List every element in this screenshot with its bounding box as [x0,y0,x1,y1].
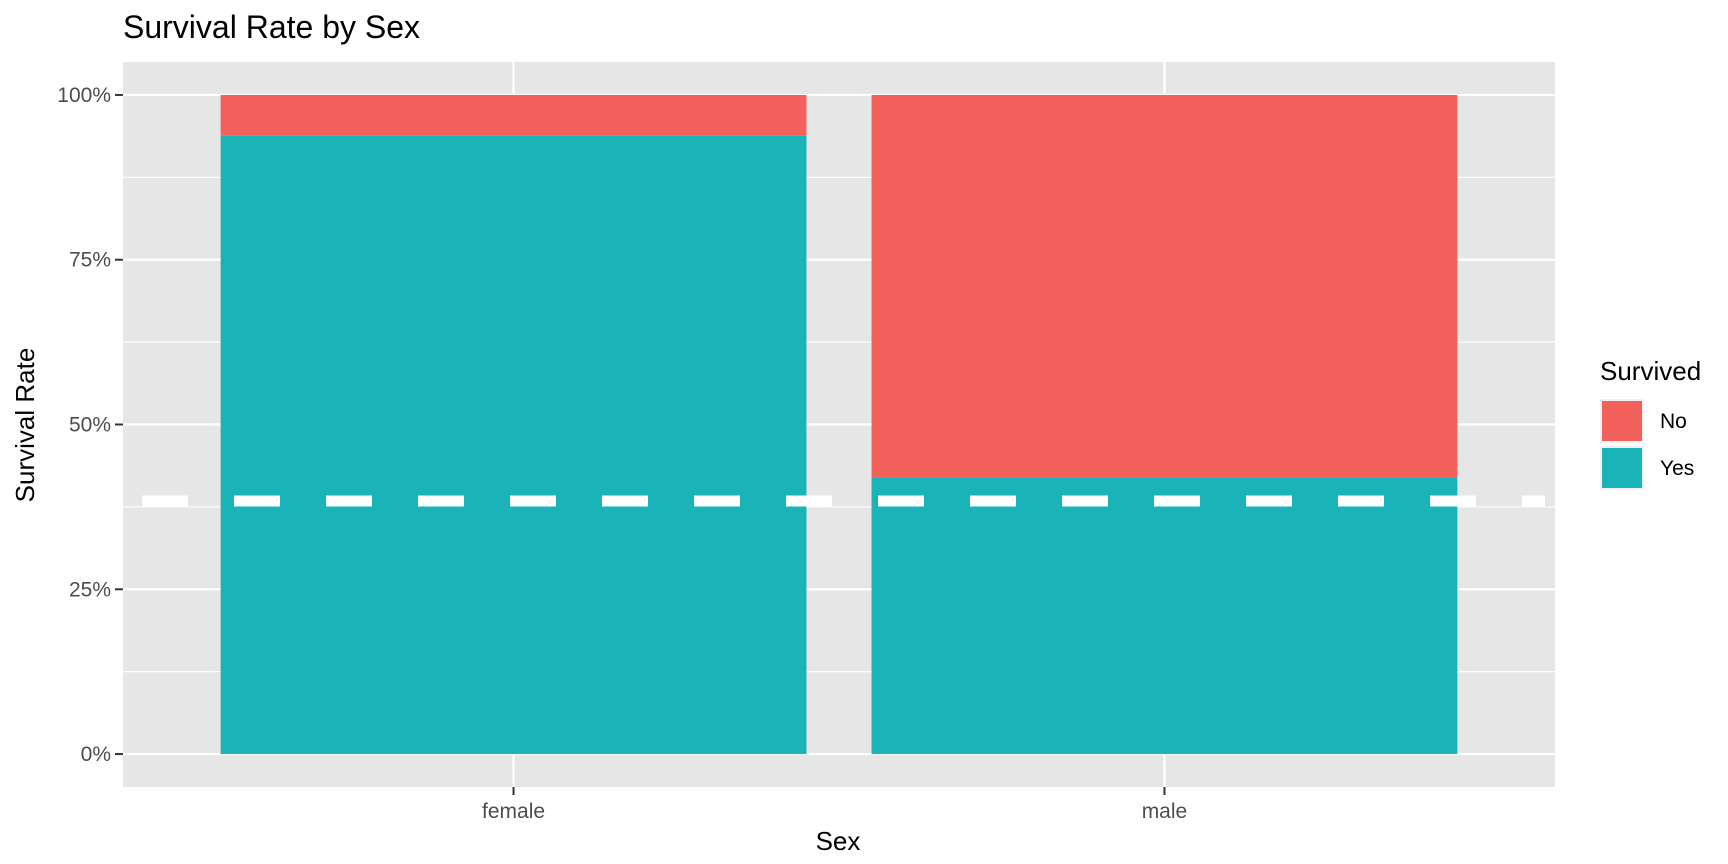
bar-male-yes [871,477,1458,755]
legend-title: Survived [1600,356,1701,386]
legend-key-no [1602,401,1642,441]
y-axis-title: Survival Rate [10,348,40,503]
y-tick-label: 25% [69,578,111,601]
x-axis-title: Sex [816,826,861,856]
legend-label-no: No [1660,410,1687,433]
x-tick-label: male [1142,800,1188,823]
y-tick-label: 100% [57,84,111,107]
x-tick-label: female [482,800,545,823]
legend-label-yes: Yes [1660,457,1694,480]
legend: Survived No Yes [1600,356,1701,490]
x-axis: female male [482,787,1187,823]
y-tick-label: 50% [69,414,111,437]
bar-male-no [871,94,1458,478]
y-tick-label: 75% [69,249,111,272]
chart-title: Survival Rate by Sex [123,9,420,45]
y-axis: 0% 25% 50% 75% 100% [57,84,123,766]
y-tick-label: 0% [81,743,111,766]
bar-female-no [220,94,807,136]
legend-key-yes [1602,448,1642,488]
bar-female-yes [220,135,807,755]
plot-panel [123,62,1555,787]
